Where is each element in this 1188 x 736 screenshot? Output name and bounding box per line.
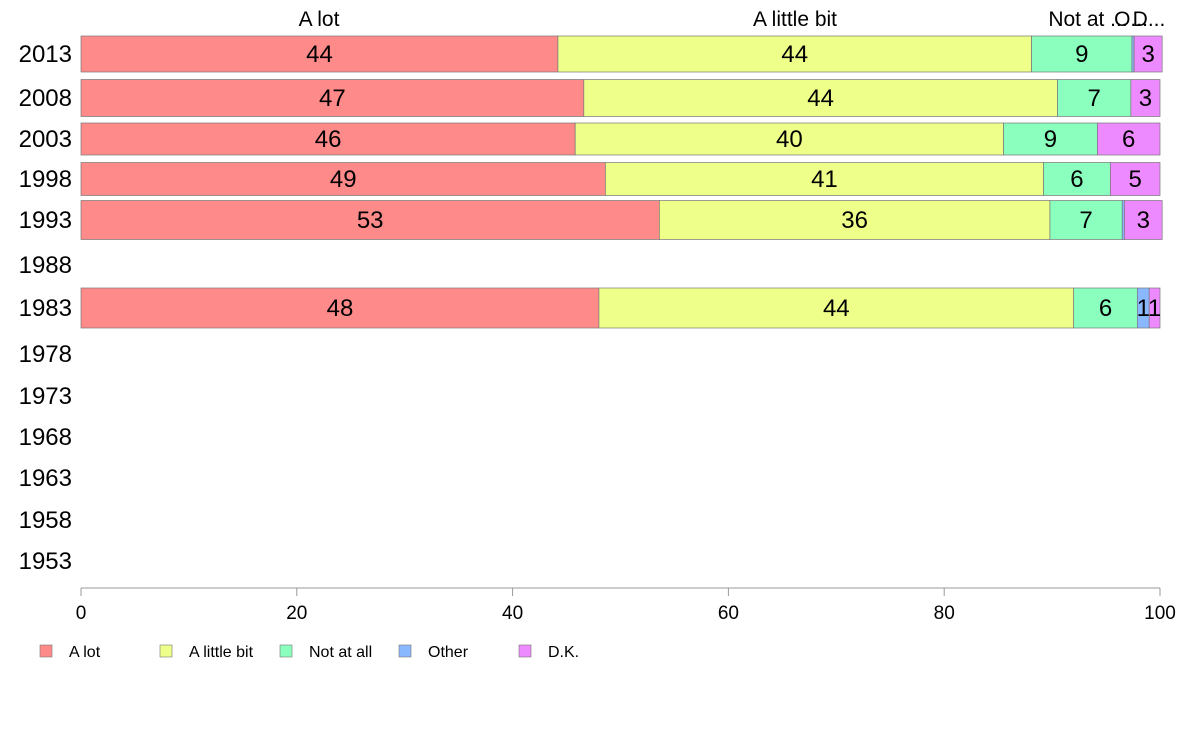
data-label: 47 <box>319 85 346 112</box>
legend-swatch <box>518 644 532 658</box>
bar-segment-2003-1 <box>574 122 1004 156</box>
top-category-label: A lot <box>299 8 340 31</box>
year-label: 1978 <box>19 341 72 368</box>
x-tick-label: 0 <box>76 603 87 624</box>
year-labels: 2013 2008 2003 1998 1993 1988 1983 1978 1973 1968… <box>19 41 72 575</box>
year-label: 2008 <box>19 85 72 112</box>
bar-segment-1993-0 <box>80 200 660 240</box>
data-label: 53 <box>357 207 384 234</box>
year-label: 1953 <box>19 548 72 575</box>
legend-entry-label: Not at all <box>309 644 372 661</box>
legend-entry-label: A lot <box>69 644 101 661</box>
bar-segment-2008-1 <box>583 79 1058 117</box>
bars: 44 44 9 347 44 7 346 40 9 649 41 6 553 36 7 348 44 6 11 <box>80 35 1163 329</box>
x-axis: 0 20 40 60 80 100 <box>76 587 1176 624</box>
legend-swatch <box>279 644 293 658</box>
data-label: 1 <box>1148 295 1161 322</box>
year-label: 2003 <box>19 126 72 153</box>
data-label: 46 <box>315 126 342 153</box>
x-tick-label: 60 <box>718 603 739 624</box>
data-label: 40 <box>776 126 803 153</box>
data-label: 48 <box>327 295 354 322</box>
bar-segment-2013-4 <box>1133 35 1163 73</box>
data-label: 1 <box>1137 295 1150 322</box>
legend: A lot A little bit Not at all Other D.K. <box>39 644 579 661</box>
data-label: 3 <box>1139 85 1152 112</box>
top-category-label: Not at ... <box>1048 8 1127 31</box>
x-tick-label: 100 <box>1144 603 1176 624</box>
top-category-label: A little bit <box>753 8 837 31</box>
year-label: 1958 <box>19 507 72 534</box>
year-label: 1968 <box>19 424 72 451</box>
data-label: 7 <box>1079 207 1092 234</box>
data-label: 44 <box>781 41 808 68</box>
year-label: 1998 <box>19 166 72 193</box>
bar-segment-2003-4 <box>1097 122 1161 156</box>
bar-segment-1998-0 <box>80 162 606 196</box>
x-tick-label: 80 <box>934 603 955 624</box>
year-label: 1973 <box>19 383 72 410</box>
legend-entry-label: A little bit <box>189 644 254 661</box>
bar-segment-2008-4 <box>1130 79 1161 117</box>
data-label: 44 <box>823 295 850 322</box>
bar-segment-2003-2 <box>1003 122 1098 156</box>
legend-entry-label: Other <box>428 644 469 661</box>
year-label: 2013 <box>19 41 72 68</box>
year-label: 1983 <box>19 295 72 322</box>
bar-segment-1998-2 <box>1043 162 1111 196</box>
bar-segment-1993-1 <box>658 200 1051 240</box>
data-label: 3 <box>1137 207 1150 234</box>
top-category-label: D... <box>1133 8 1166 31</box>
legend-swatch <box>159 644 173 658</box>
year-label: 1993 <box>19 207 72 234</box>
data-label: 49 <box>330 166 357 193</box>
legend-entry-label: D.K. <box>548 644 579 661</box>
x-tick-label: 20 <box>286 603 307 624</box>
bar-segment-1983-4 <box>1148 287 1161 329</box>
bar-segment-1983-1 <box>598 287 1075 329</box>
bar-segment-2008-2 <box>1057 79 1132 117</box>
data-label: 6 <box>1122 126 1135 153</box>
bar-segment-2008-0 <box>80 79 585 117</box>
data-label: 6 <box>1070 166 1083 193</box>
legend-swatch <box>398 644 412 658</box>
data-label: 36 <box>841 207 868 234</box>
bar-segment-1983-2 <box>1073 287 1138 329</box>
data-label: 41 <box>811 166 838 193</box>
data-label: 44 <box>807 85 834 112</box>
legend-swatch <box>39 644 53 658</box>
data-label: 7 <box>1088 85 1101 112</box>
year-label: 1963 <box>19 465 72 492</box>
bar-segment-1993-4 <box>1124 200 1163 240</box>
bar-segment-1998-1 <box>605 162 1044 196</box>
data-label: 3 <box>1141 41 1154 68</box>
data-label: 44 <box>306 41 333 68</box>
data-label: 6 <box>1099 295 1112 322</box>
top-category-labels: A lot A little bit Not at ...O...D... <box>299 8 1166 31</box>
bar-segment-1993-2 <box>1049 200 1123 240</box>
data-label: 9 <box>1044 126 1057 153</box>
bar-segment-1998-4 <box>1110 162 1161 196</box>
bar-segment-2013-0 <box>80 35 559 73</box>
x-tick-label: 40 <box>502 603 523 624</box>
bar-segment-2013-2 <box>1031 35 1133 73</box>
data-label: 9 <box>1075 41 1088 68</box>
data-label: 5 <box>1129 166 1142 193</box>
bar-segment-1983-0 <box>80 287 600 329</box>
top-category-label: O... <box>1114 8 1148 31</box>
bar-segment-2003-0 <box>80 122 576 156</box>
year-label: 1988 <box>19 252 72 279</box>
